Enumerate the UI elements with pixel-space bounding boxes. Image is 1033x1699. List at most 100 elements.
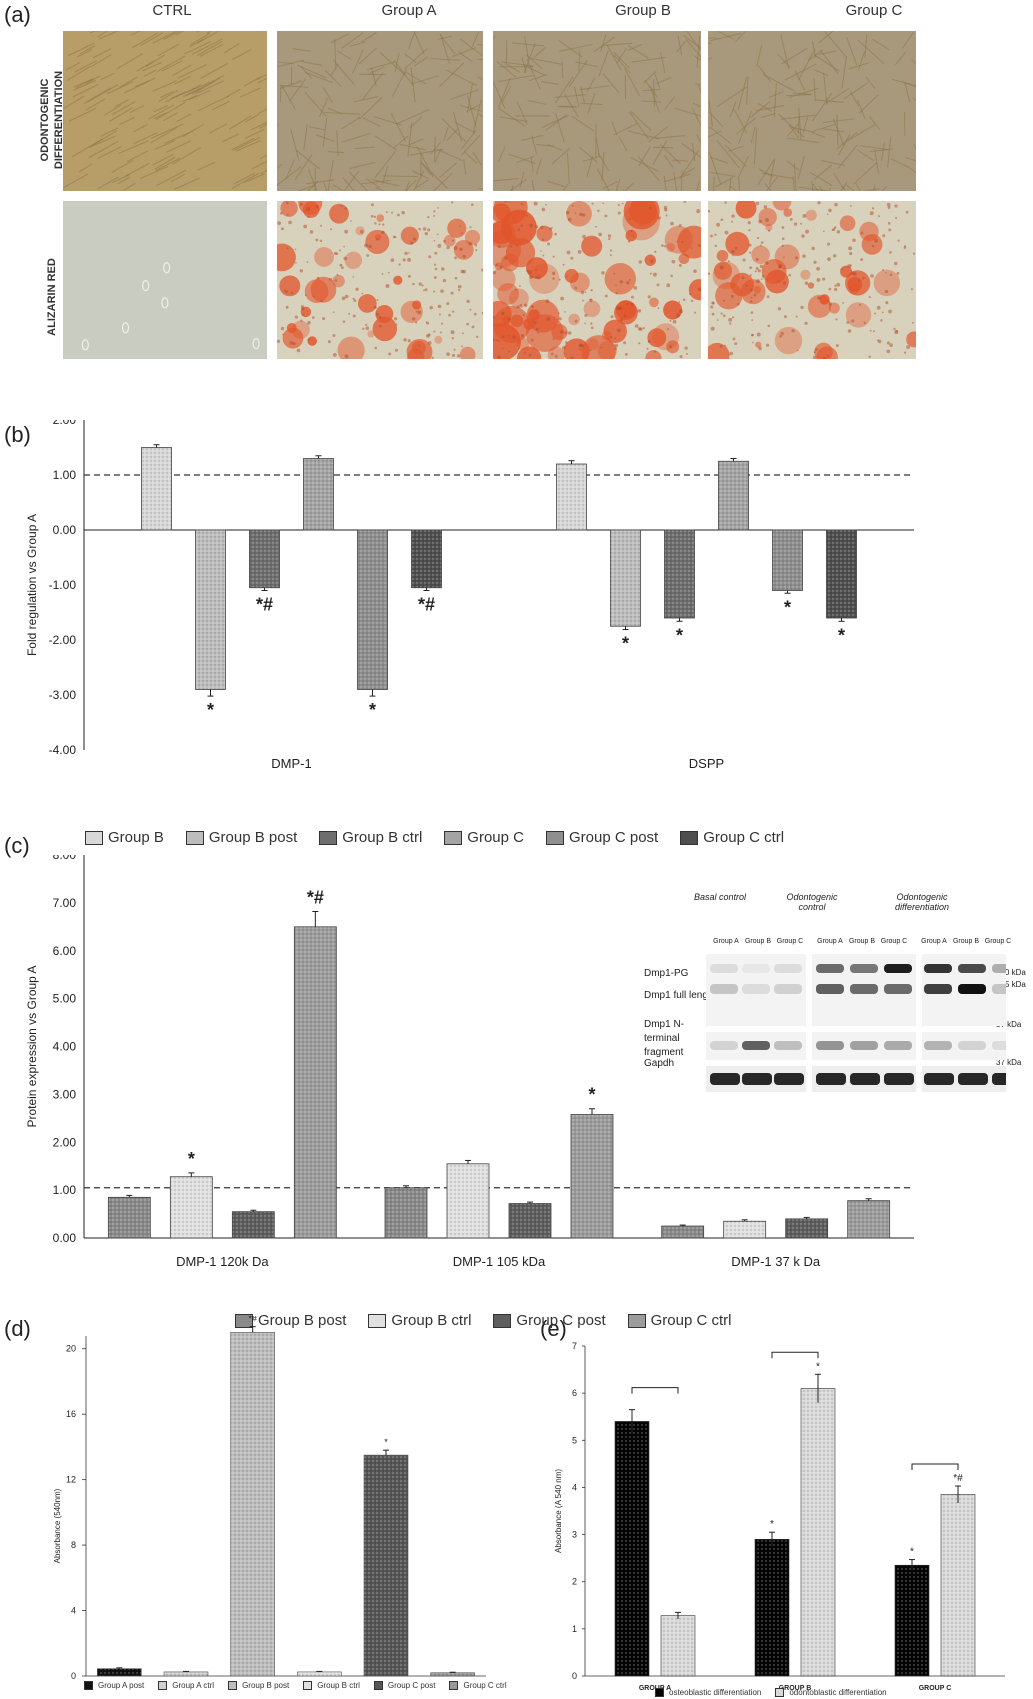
legend-swatch [319,830,338,845]
col-head-group-a: Group A [381,2,437,19]
micrograph-r1-c1 [63,31,267,191]
legend-item: Group B post [228,1681,289,1690]
bar [430,1672,475,1677]
legend-item: Group B post [235,1312,346,1329]
significance-mark: * [770,1519,774,1530]
legend-label: Group B ctrl [342,829,423,846]
legend-label: Group C ctrl [650,1312,732,1329]
legend-swatch [627,1313,646,1328]
bar [508,1203,552,1239]
legend-item: Group C [444,829,524,846]
legend-label: odontoblastic differentiation [789,1688,887,1697]
band-dmp1-full [958,984,986,994]
bar [661,1225,705,1239]
significance-mark: * [676,625,683,645]
legend-label: Group B post [208,829,298,846]
band-gapdh [774,1073,804,1085]
blot-band-image [706,954,1006,1092]
y-tick-label: 0 [71,1671,76,1681]
bar [107,1196,151,1239]
bar [847,1200,891,1239]
col-head-group-b: Group B [615,2,671,19]
band-dmp1-full [710,984,738,994]
band-dmp1-pg [816,964,844,973]
blot-row-gapdh: Gapdh [644,1058,675,1069]
legend-item: Group B post [185,829,298,846]
legend-item: Group B ctrl [303,1681,360,1690]
bar [163,1671,209,1677]
micrograph-texture [277,31,483,191]
blot-lane-label: Group A [921,938,947,945]
blot-size-37: 37 kDa [996,1020,1022,1029]
chart-d: 20 16 12 8 4 0 Absorbance (540nm) *# * [53,1316,486,1681]
y-tick-label: 5.00 [53,992,77,1006]
y-tick-label: 1.00 [53,1183,77,1197]
y-tick-label: 16 [66,1409,76,1419]
comparison-bracket [631,1387,679,1394]
band-dmp1-pg [850,964,878,973]
legend-swatch [85,830,103,845]
panel-label-d: (d) [4,1316,31,1341]
legend-label: Group C [467,829,524,846]
significance-mark: *# [418,595,435,615]
band-dmp1-nterm [774,1041,802,1050]
y-tick-label: 0 [572,1671,577,1681]
legend-label: Group B post [258,1312,347,1329]
band-dmp1-full [924,984,952,994]
bar [249,529,280,589]
legend-label: Group A post [98,1681,145,1690]
band-dmp1-full [884,984,912,994]
y-tick-label: 4 [71,1606,76,1616]
panel-label-c: (c) [4,833,30,858]
band-dmp1-full [850,984,878,994]
micrograph-texture [63,31,267,191]
y-tick-label: 2.00 [53,1135,77,1149]
band-dmp1-pg [958,964,986,973]
y-tick-label: 12 [66,1475,76,1485]
y-axis-label: Absorbance (A 540 nm) [554,1469,563,1553]
legend-item: Group C post [373,1681,436,1690]
blot-lane-label: Group A [817,938,843,945]
legend-item: Group C ctrl [680,829,784,846]
legend-item: odontoblastic differentiation [775,1688,887,1697]
significance-mark: * [838,625,845,645]
legend-item: osteoblastic differentiation [655,1688,761,1697]
y-tick-label: 20 [66,1344,76,1354]
significance-mark: * [816,1361,820,1372]
bar [614,1421,650,1677]
y-tick-label: 3.00 [53,1087,77,1101]
bar [141,447,172,531]
band-dmp1-nterm [992,1041,1006,1050]
legend-e: osteoblastic differentiation odontoblasti… [655,1688,887,1697]
significance-mark: * [207,700,214,720]
bar [446,1163,490,1239]
legend-item: Group A ctrl [158,1681,214,1690]
bar [785,1218,829,1239]
panel-label-a: (a) [4,2,31,27]
legend-swatch [303,1681,313,1690]
micrograph-texture [63,201,267,359]
significance-mark: * [910,1547,914,1558]
y-tick-label: 7.00 [53,896,77,910]
band-gapdh [850,1073,880,1085]
legend-label: Group C post [569,829,659,846]
micrograph-texture [277,201,483,359]
legend-swatch [368,1313,387,1328]
legend-label: Group C post [516,1312,606,1329]
legend-item: Group B ctrl [319,829,422,846]
micrograph-texture [708,31,916,191]
legend-label: Group B ctrl [317,1681,360,1690]
bar [384,1187,428,1239]
significance-mark: * [384,1437,388,1447]
col-head-ctrl: CTRL [152,2,192,19]
row-head-alizarin: ALIZARIN RED [46,258,58,336]
panel-label-b: (b) [4,422,31,447]
significance-mark: *# [256,595,273,615]
bar [169,1176,213,1239]
legend-swatch [493,1313,512,1328]
chart-b: 2.00 1.00 0.00 -1.00 -2.00 -3.00 -4.00 Fold reg… [25,420,914,771]
y-tick-label: 2 [572,1577,577,1587]
blot-membrane [922,1032,1006,1060]
legend-label: Group C post [387,1681,436,1690]
category-label: DMP-1 [271,756,311,771]
